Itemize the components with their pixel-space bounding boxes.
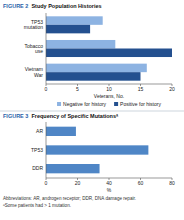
- category-label: VietnamWar: [25, 66, 44, 78]
- footnote: ᵃSome patients had > 1 mutation.: [3, 203, 71, 208]
- tick-label: 20: [75, 180, 81, 186]
- tick-label: 20: [169, 86, 175, 92]
- tick-label: 40: [106, 180, 112, 186]
- bars: [46, 16, 172, 80]
- y-axis: [46, 13, 47, 84]
- tick-label: 80: [169, 180, 175, 186]
- figure-label: FIGURE 3: [3, 113, 28, 119]
- label-line: mutation: [24, 24, 43, 30]
- bar: [46, 72, 141, 81]
- legend-label: Negative for history: [63, 101, 107, 107]
- tick-label: 60: [138, 180, 144, 186]
- figure-label: FIGURE 2: [3, 3, 28, 9]
- tick-label: 15: [138, 86, 144, 92]
- bar: [46, 127, 76, 136]
- footnote: Abbreviations: AR, androgen receptor; DD…: [3, 196, 136, 201]
- legend-swatch: [114, 102, 118, 106]
- bar: [46, 164, 100, 173]
- label-line: use: [35, 48, 43, 54]
- category-label: TP53mutation: [24, 19, 43, 31]
- x-axis-label: Veterans, No.: [94, 93, 124, 99]
- bar: [46, 49, 172, 58]
- y-axis: [46, 122, 47, 178]
- label-line: TP53: [31, 147, 43, 153]
- label-line: AR: [36, 128, 43, 134]
- x-axis-label: %: [107, 187, 112, 193]
- legend-label: Positive for history: [120, 101, 161, 107]
- tick-label: 0: [45, 86, 48, 92]
- category-label: AR: [36, 128, 43, 134]
- label-line: DDR: [32, 165, 43, 171]
- tick-label: 10: [106, 86, 112, 92]
- separator: [0, 111, 184, 112]
- bar: [46, 145, 148, 154]
- bar: [46, 64, 147, 73]
- bars: [46, 127, 148, 174]
- label-line: War: [34, 72, 43, 78]
- chart: FIGURE 2Study Population Histories TP53mu…: [3, 3, 175, 107]
- category-label: DDR: [32, 165, 43, 171]
- bar: [46, 40, 115, 49]
- tick-label: 5: [76, 86, 79, 92]
- figure-page: FIGURE 2Study Population HistoriesTP53mu…: [0, 0, 184, 220]
- bar: [46, 25, 90, 34]
- chart-title: Study Population Histories: [31, 3, 101, 9]
- tick-label: 0: [45, 180, 48, 186]
- legend: Negative for history Positive for history: [57, 101, 161, 107]
- category-label: Tobaccouse: [24, 43, 43, 55]
- chart-title: Frequency of Specific Mutationsᵃ: [31, 113, 119, 119]
- category-label: TP53: [31, 147, 43, 153]
- legend-swatch: [57, 102, 61, 106]
- chart: FIGURE 3Frequency of Specific Mutationsᵃ…: [3, 113, 175, 208]
- bar: [46, 16, 103, 25]
